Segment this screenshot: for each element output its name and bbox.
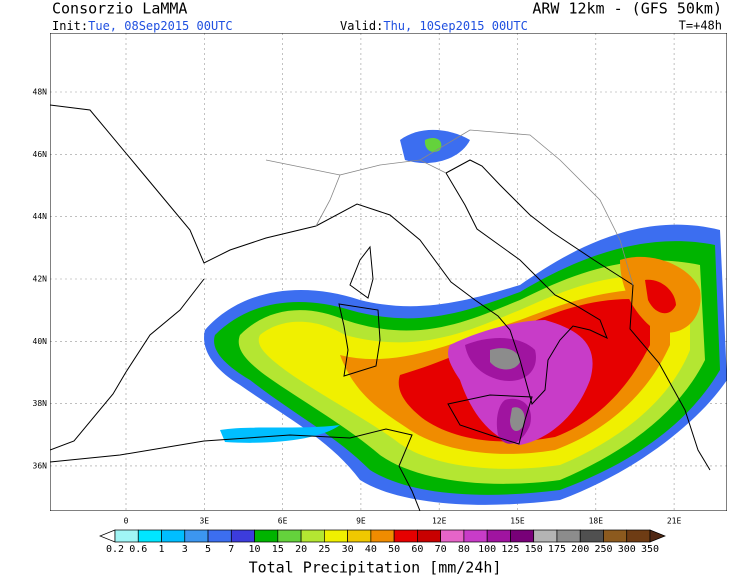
legend-label: 5: [205, 544, 211, 555]
legend-end-left: [99, 529, 116, 543]
legend-swatch: [533, 529, 558, 543]
legend-label: 0.6: [129, 544, 147, 555]
legend-swatch: [254, 529, 279, 543]
legend-label: 3: [182, 544, 188, 555]
valid-label: Valid:: [340, 19, 383, 33]
legend-label: 40: [365, 544, 377, 555]
legend-swatch: [486, 529, 511, 543]
header-left-title: Consorzio LaMMA: [52, 0, 187, 18]
lon-label: 21E: [667, 517, 682, 526]
lat-label: 38N: [33, 399, 48, 408]
legend-label: 50: [388, 544, 400, 555]
legend-label: 0.2: [106, 544, 124, 555]
legend-swatch: [510, 529, 535, 543]
legend-label: 250: [594, 544, 612, 555]
legend-label: 125: [501, 544, 519, 555]
legend-label: 350: [641, 544, 659, 555]
legend-swatch: [370, 529, 395, 543]
legend-label: 7: [228, 544, 234, 555]
legend-swatch: [114, 529, 139, 543]
lat-label: 44N: [33, 212, 48, 221]
legend-swatch: [230, 529, 255, 543]
borders: [265, 129, 634, 286]
legend-label: 100: [478, 544, 496, 555]
legend-swatch: [347, 529, 372, 543]
map: [50, 33, 727, 511]
valid-value: Thu, 10Sep2015 00UTC: [383, 19, 528, 33]
lat-label: 36N: [33, 461, 48, 470]
valid-text: Valid:Thu, 10Sep2015 00UTC: [340, 19, 528, 33]
legend-label: 1: [159, 544, 165, 555]
lon-label: 18E: [589, 517, 604, 526]
legend: 0.2 0.6 1 3 5 7 10 15 20 25 30 40 50 60 70 80 100 125 150 1…: [99, 529, 666, 555]
legend-swatch: [393, 529, 418, 543]
legend-label: 80: [458, 544, 470, 555]
lon-label: 12E: [432, 517, 447, 526]
legend-label: 150: [525, 544, 543, 555]
legend-swatch: [323, 529, 348, 543]
lon-label: 3E: [199, 517, 209, 526]
legend-label: 30: [342, 544, 354, 555]
legend-end-right: [649, 529, 666, 543]
legend-swatch: [463, 529, 488, 543]
lat-label: 40N: [33, 337, 48, 346]
lon-label: 15E: [510, 517, 525, 526]
legend-swatch: [603, 529, 628, 543]
lon-label: 9E: [356, 517, 366, 526]
map-axes: 48N 46N 44N 42N 40N 38N 36N 0 3E 6E 9E 12E 15E 18E 21E: [33, 88, 682, 526]
header-right-title: ARW 12km - (GFS 50km): [532, 0, 722, 18]
lat-label: 42N: [33, 274, 48, 283]
precipitation-field: [204, 129, 727, 505]
legend-label: 25: [318, 544, 330, 555]
legend-swatch: [161, 529, 186, 543]
lon-label: 6E: [278, 517, 288, 526]
legend-swatch: [579, 529, 604, 543]
legend-title: Total Precipitation [mm/24h]: [249, 559, 502, 577]
legend-swatch: [277, 529, 302, 543]
legend-swatch: [300, 529, 325, 543]
legend-label: 70: [435, 544, 447, 555]
legend-label: 300: [618, 544, 636, 555]
legend-label: 60: [411, 544, 423, 555]
lat-label: 46N: [33, 150, 48, 159]
init-label: Init:: [52, 19, 88, 33]
legend-swatch: [626, 529, 651, 543]
legend-swatch: [440, 529, 465, 543]
legend-swatch: [207, 529, 232, 543]
legend-swatch: [137, 529, 162, 543]
lead-time: T=+48h: [679, 19, 722, 33]
lat-label: 48N: [33, 88, 48, 97]
init-value: Tue, 08Sep2015 00UTC: [88, 19, 233, 33]
lon-label: 0: [124, 517, 129, 526]
init-text: Init:Tue, 08Sep2015 00UTC: [52, 19, 233, 33]
legend-label: 20: [295, 544, 307, 555]
legend-label: 200: [571, 544, 589, 555]
legend-label: 15: [272, 544, 284, 555]
legend-label: 175: [548, 544, 566, 555]
legend-swatch: [417, 529, 442, 543]
legend-swatch: [556, 529, 581, 543]
legend-swatch: [184, 529, 209, 543]
legend-label: 10: [249, 544, 261, 555]
